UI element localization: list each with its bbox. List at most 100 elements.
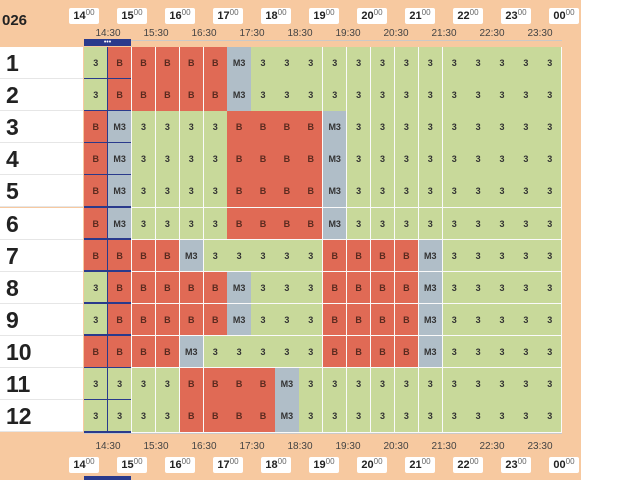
slot-cell[interactable]: M3 — [323, 207, 348, 241]
slot-cell[interactable]: B — [394, 271, 420, 305]
slot-cell[interactable]: B — [131, 335, 157, 369]
slot-cell[interactable]: B — [203, 400, 228, 433]
slot-cell[interactable]: B — [155, 335, 181, 369]
slot-cell[interactable]: 3 — [514, 175, 539, 208]
slot-cell[interactable]: B — [107, 335, 133, 369]
slot-cell[interactable]: 3 — [442, 368, 467, 401]
slot-cell[interactable]: 3 — [538, 303, 563, 337]
slot-cell[interactable]: 3 — [84, 400, 109, 433]
slot-cell[interactable]: 3 — [490, 111, 515, 144]
slot-cell[interactable]: 3 — [179, 207, 204, 241]
slot-cell[interactable]: 3 — [131, 368, 157, 401]
slot-cell[interactable]: B — [155, 303, 181, 337]
slot-cell[interactable]: 3 — [370, 79, 396, 112]
slot-cell[interactable]: B — [203, 368, 228, 401]
slot-cell[interactable]: 3 — [131, 175, 157, 208]
slot-cell[interactable]: 3 — [538, 335, 563, 369]
slot-cell[interactable]: B — [203, 47, 228, 80]
slot-cell[interactable]: 3 — [394, 47, 420, 80]
slot-cell[interactable]: B — [346, 335, 372, 369]
slot-cell[interactable]: 3 — [514, 368, 539, 401]
slot-cell[interactable]: 3 — [203, 207, 228, 241]
slot-cell[interactable]: 3 — [514, 400, 539, 433]
slot-cell[interactable]: 3 — [131, 207, 157, 241]
slot-cell[interactable]: B — [84, 239, 109, 273]
slot-cell[interactable]: M3 — [227, 47, 252, 80]
slot-cell[interactable]: 3 — [275, 79, 300, 112]
slot-cell[interactable]: 3 — [514, 111, 539, 144]
slot-cell[interactable]: 3 — [251, 79, 276, 112]
slot-cell[interactable]: 3 — [227, 239, 252, 273]
slot-cell[interactable]: B — [227, 368, 252, 401]
slot-cell[interactable]: 3 — [84, 79, 109, 112]
slot-cell[interactable]: 3 — [466, 47, 491, 80]
slot-cell[interactable]: 3 — [251, 239, 276, 273]
slot-cell[interactable]: 3 — [514, 207, 539, 241]
slot-cell[interactable]: 3 — [466, 111, 491, 144]
slot-cell[interactable]: 3 — [490, 303, 515, 337]
slot-cell[interactable]: 3 — [442, 175, 467, 208]
slot-cell[interactable]: B — [179, 303, 204, 337]
slot-cell[interactable]: 3 — [442, 400, 467, 433]
slot-cell[interactable]: B — [299, 175, 324, 208]
slot-cell[interactable]: 3 — [490, 79, 515, 112]
slot-cell[interactable]: B — [131, 47, 157, 80]
slot-cell[interactable]: B — [299, 207, 324, 241]
slot-cell[interactable]: B — [131, 79, 157, 112]
slot-cell[interactable]: M3 — [418, 303, 443, 337]
slot-cell[interactable]: B — [323, 335, 348, 369]
slot-cell[interactable]: M3 — [323, 175, 348, 208]
slot-cell[interactable]: B — [275, 175, 300, 208]
slot-cell[interactable]: 3 — [538, 271, 563, 305]
slot-cell[interactable]: 3 — [155, 400, 181, 433]
slot-cell[interactable]: B — [323, 239, 348, 273]
slot-cell[interactable]: 3 — [514, 47, 539, 80]
slot-cell[interactable]: 3 — [179, 175, 204, 208]
slot-cell[interactable]: 3 — [346, 47, 372, 80]
slot-cell[interactable]: 3 — [418, 79, 443, 112]
slot-cell[interactable]: 3 — [346, 368, 372, 401]
slot-cell[interactable]: 3 — [275, 271, 300, 305]
slot-cell[interactable]: B — [394, 239, 420, 273]
slot-cell[interactable]: 3 — [131, 400, 157, 433]
slot-cell[interactable]: 3 — [538, 143, 563, 176]
slot-cell[interactable]: B — [323, 303, 348, 337]
slot-cell[interactable]: B — [179, 47, 204, 80]
slot-cell[interactable]: 3 — [299, 239, 324, 273]
slot-cell[interactable]: 3 — [538, 368, 563, 401]
slot-cell[interactable]: 3 — [538, 175, 563, 208]
slot-cell[interactable]: B — [251, 175, 276, 208]
slot-cell[interactable]: B — [251, 400, 276, 433]
slot-cell[interactable]: M3 — [227, 79, 252, 112]
slot-cell[interactable]: B — [179, 400, 204, 433]
slot-cell[interactable]: 3 — [299, 335, 324, 369]
slot-cell[interactable]: 3 — [179, 143, 204, 176]
slot-cell[interactable]: 3 — [203, 143, 228, 176]
slot-cell[interactable]: 3 — [514, 303, 539, 337]
slot-cell[interactable]: B — [346, 271, 372, 305]
slot-cell[interactable]: 3 — [84, 271, 109, 305]
slot-cell[interactable]: M3 — [418, 239, 443, 273]
slot-cell[interactable]: 3 — [466, 271, 491, 305]
slot-cell[interactable]: 3 — [418, 207, 443, 241]
slot-cell[interactable]: 3 — [370, 111, 396, 144]
slot-cell[interactable]: M3 — [227, 271, 252, 305]
slot-cell[interactable]: B — [84, 207, 109, 241]
slot-cell[interactable]: 3 — [299, 47, 324, 80]
slot-cell[interactable]: 3 — [370, 47, 396, 80]
slot-cell[interactable]: B — [84, 143, 109, 176]
slot-cell[interactable]: B — [275, 207, 300, 241]
slot-cell[interactable]: 3 — [203, 239, 228, 273]
slot-cell[interactable]: 3 — [418, 368, 443, 401]
slot-cell[interactable]: 3 — [370, 143, 396, 176]
slot-cell[interactable]: 3 — [490, 335, 515, 369]
slot-cell[interactable]: B — [84, 335, 109, 369]
slot-cell[interactable]: 3 — [346, 79, 372, 112]
slot-cell[interactable]: 3 — [442, 111, 467, 144]
slot-cell[interactable]: M3 — [418, 271, 443, 305]
slot-cell[interactable]: 3 — [299, 368, 324, 401]
slot-cell[interactable]: B — [107, 271, 133, 305]
slot-cell[interactable]: 3 — [275, 335, 300, 369]
slot-cell[interactable]: 3 — [490, 239, 515, 273]
slot-cell[interactable]: 3 — [107, 368, 133, 401]
